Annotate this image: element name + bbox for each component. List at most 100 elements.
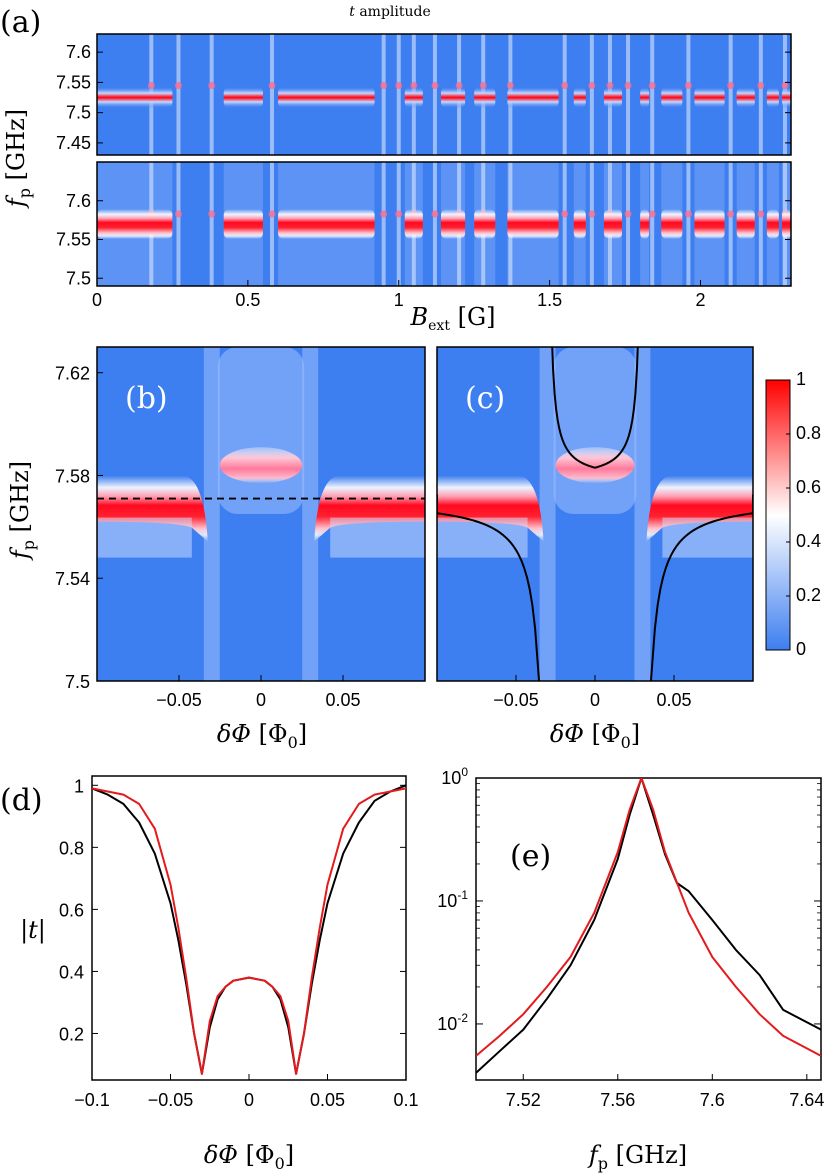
panel-a-dip-marker — [268, 82, 276, 90]
panel-a-resonance-segment — [573, 86, 586, 109]
panel-a-dip-marker — [561, 82, 569, 90]
panel-a-dip-marker — [395, 82, 403, 90]
colorbar-tick-label: 1 — [796, 369, 806, 389]
panel-d-ylabel: |t| — [20, 916, 46, 945]
panel-a-dip-marker — [727, 82, 735, 90]
panel-a-resonance-segment — [404, 86, 423, 109]
panel-a-resonance-segment — [766, 209, 779, 239]
panel-b-glow — [330, 517, 425, 558]
panel-a-dip-line — [432, 162, 437, 286]
panel-b-xtick-label: 0 — [256, 690, 266, 710]
panel-a-resonance-segment — [573, 209, 586, 239]
panel-b-edge-lobe — [203, 347, 220, 681]
panel-a-dip-marker — [174, 210, 182, 218]
panel-b-glow — [97, 517, 192, 558]
figure-title: t amplitude — [349, 4, 431, 20]
panel-e: 100 10-1 10-2 7.52 7.56 7.6 7.64 (e) fp [GHz] — [437, 765, 824, 1173]
panel-c-edge-lobe — [634, 347, 651, 681]
panel-a-dip-line — [396, 162, 401, 286]
panel-b-xtick-label: −0.05 — [156, 690, 202, 710]
panel-a-dip-marker — [624, 210, 632, 218]
panel-a-xtick-label: 1.5 — [537, 290, 562, 310]
panel-d-xlabel: δΦ [Φ0] — [204, 1141, 294, 1173]
panel-a-dip-marker — [648, 82, 656, 90]
panel-c-xtick-label: 0 — [590, 690, 600, 710]
panel-a-dip-line — [209, 162, 214, 286]
panel-a-resonance-segment — [640, 86, 650, 109]
svg-text:δΦ [Φ0]: δΦ [Φ0] — [217, 720, 307, 752]
panel-a-dip-line — [562, 162, 567, 286]
panel-a-resonance-segment — [507, 209, 559, 239]
panel-a-xtick-label: 0 — [92, 290, 102, 310]
colorbar-tick-label: 0.8 — [796, 423, 821, 443]
panel-a-ytick-label: 7.55 — [56, 230, 91, 250]
panel-d-ytick-label: 0.6 — [59, 900, 84, 920]
panel-c-right-branch — [646, 475, 753, 542]
panel-a-dip-marker — [624, 82, 632, 90]
panel-a-ytick-label: 7.5 — [66, 103, 91, 123]
panel-d-yticks: 1 0.8 0.6 0.4 0.2 — [59, 776, 406, 1044]
panel-a-resonance-segment — [440, 86, 466, 109]
panel-a-dip-line — [758, 162, 763, 286]
panel-a-dip-marker — [380, 210, 388, 218]
panel-c-xticks: −0.05 0 0.05 — [493, 675, 692, 710]
panel-b-ytick-label: 7.62 — [55, 364, 90, 384]
panel-e-fit-line — [476, 778, 821, 1057]
panel-e-xlabel: fp [GHz] — [587, 1141, 687, 1173]
panel-a-dip-marker — [380, 82, 388, 90]
svg-text:fp [GHz]: fp [GHz] — [587, 1141, 687, 1173]
panel-d-frame — [91, 775, 407, 1081]
panel-a-dip-line — [562, 34, 567, 155]
panel-c-fit-curve-left — [437, 494, 541, 681]
panel-e-xtick-label: 7.6 — [700, 1090, 725, 1110]
panel-a-resonance-segment — [278, 86, 375, 109]
svg-text:δΦ [Φ0]: δΦ [Φ0] — [550, 720, 640, 752]
panel-a-resonance-segment — [603, 86, 623, 109]
panel-b: (b) 7.627.587.547.5 −0.05 0 0.05 fp [GHz] … — [6, 346, 426, 752]
panel-a-top-yticks: 7.6 7.55 7.5 7.45 — [56, 42, 791, 153]
panel-a-dip-line — [381, 162, 386, 286]
panel-a-dip-line — [686, 34, 691, 155]
colorbar — [765, 379, 791, 651]
panel-b-xtick-label: 0.05 — [325, 690, 360, 710]
panel-c-fit-curve-upper — [551, 347, 639, 469]
panel-c-left-branch — [437, 475, 544, 542]
panel-a-dip-marker — [684, 210, 692, 218]
panel-a-bottom-heatmap — [97, 162, 791, 286]
panel-d-xtick-label: 0 — [244, 1090, 254, 1110]
panel-e-xtick-label: 7.56 — [600, 1090, 635, 1110]
panel-a-dip-line — [176, 162, 181, 286]
panel-d-ytick-label: 0.8 — [59, 838, 84, 858]
panel-a-dip-line — [686, 162, 691, 286]
panel-a-resonance-segment — [97, 86, 173, 109]
panel-a-resonance-segment — [474, 86, 496, 109]
panel-a-resonance-segment — [736, 86, 755, 109]
panel-a-ytick-label: 7.55 — [56, 72, 91, 92]
panel-a-dip-line — [758, 34, 763, 155]
panel-a-dip-line — [728, 162, 733, 286]
panel-b-edge-lobe — [302, 347, 319, 681]
colorbar-tick-label: 0.6 — [796, 477, 821, 497]
panel-c-xlabel: δΦ [Φ0] — [550, 720, 640, 752]
panel-c-upper-branch — [555, 447, 635, 484]
panel-a-dip-line — [626, 34, 631, 155]
panel-a-xtick-label: 0.5 — [235, 290, 260, 310]
panel-a-dip-marker — [208, 82, 216, 90]
panel-a-dip-marker — [431, 82, 439, 90]
panel-a-dip-marker — [757, 82, 765, 90]
panel-e-yticks: 100 10-1 10-2 — [437, 765, 821, 1034]
panel-a-dip-marker — [561, 210, 569, 218]
panel-b-xlabel: δΦ [Φ0] — [217, 720, 307, 752]
panel-c: (c) −0.05 0 0.05 δΦ [Φ0] 1 0.8 0.6 0.4 0.2 0 — [436, 346, 821, 752]
panel-b-label: (b) — [125, 381, 168, 416]
panel-a-resonance-segment — [603, 209, 623, 239]
panel-e-ytick-label: 10-2 — [437, 1011, 468, 1034]
panel-e-ytick-label: 100 — [441, 765, 468, 788]
panel-a-xlabel: Bext [G] — [410, 303, 496, 334]
panel-a-dip-marker — [174, 82, 182, 90]
panel-a-resonance-segment — [766, 86, 779, 109]
panel-a-dip-marker — [208, 210, 216, 218]
panel-e-xticks: 7.52 7.56 7.6 7.64 — [506, 1074, 824, 1110]
panel-a-ytick-label: 7.6 — [66, 191, 91, 211]
panel-a-dip-line — [589, 34, 594, 155]
